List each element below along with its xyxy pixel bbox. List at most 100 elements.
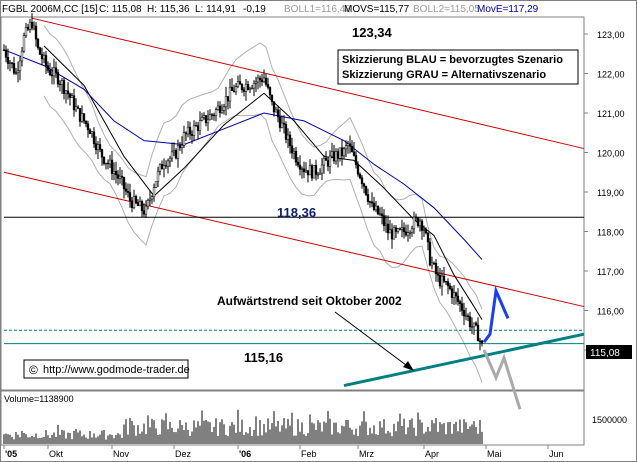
price-bar-body xyxy=(356,164,360,175)
price-bar-body xyxy=(168,157,172,162)
price-bar-body xyxy=(454,292,458,297)
price-bar-body xyxy=(134,196,138,203)
price-bar-body xyxy=(206,119,210,124)
price-bar-body xyxy=(240,84,244,90)
price-bar-body xyxy=(66,90,70,95)
price-bar-body xyxy=(222,106,226,111)
x-tick-label: Feb xyxy=(301,449,317,459)
price-bar-body xyxy=(72,95,76,111)
channel-upper-line xyxy=(31,17,585,150)
price-bar-body xyxy=(380,213,384,216)
price-bar-body xyxy=(130,200,134,208)
price-bar-body xyxy=(38,47,42,55)
price-bar-body xyxy=(144,205,148,215)
price-bar-body xyxy=(62,80,66,94)
price-bar-body xyxy=(428,241,432,266)
price-bar-body xyxy=(50,74,54,77)
price-bar-body xyxy=(406,232,410,236)
price-bar-body xyxy=(138,201,142,207)
price-bar-body xyxy=(32,25,36,29)
price-bar-body xyxy=(378,213,382,215)
volume-panel-frame xyxy=(0,390,585,446)
price-bar-body xyxy=(464,315,468,317)
price-bar-body xyxy=(290,145,294,154)
price-bar-body xyxy=(98,144,102,150)
price-bar-body xyxy=(74,106,78,111)
price-bar-body xyxy=(260,79,264,83)
price-bar-body xyxy=(374,205,378,211)
price-bar-body xyxy=(94,143,98,151)
price-bar-body xyxy=(60,80,64,85)
price-bar-body xyxy=(170,151,174,159)
price-bar-body xyxy=(452,292,456,298)
volume-bars xyxy=(3,409,483,444)
legend-box: Skizzierung BLAU = bevorzugtes Szenario … xyxy=(337,49,579,85)
price-bar-body xyxy=(246,83,250,90)
price-bar-body xyxy=(366,194,370,202)
last-price-value: 115,08 xyxy=(590,348,620,359)
price-bar-body xyxy=(256,77,260,83)
price-bar-body xyxy=(212,114,216,117)
overlay-lines xyxy=(3,17,585,410)
header-close: C: 115,08 xyxy=(99,4,142,15)
price-bar-body xyxy=(432,262,436,265)
price-bar-body xyxy=(190,133,194,136)
header-move: MovE=117,29 xyxy=(477,4,539,15)
price-bar-body xyxy=(308,165,312,176)
price-bar-body xyxy=(346,143,350,146)
price-bar-body xyxy=(234,86,238,93)
price-bar-body xyxy=(114,171,118,176)
y-tick-label: 123,00 xyxy=(597,30,625,40)
price-bar-body xyxy=(408,232,412,234)
price-bar-body xyxy=(54,67,58,73)
price-bar-body xyxy=(4,49,8,58)
header-low: L: 114,91 xyxy=(195,4,236,15)
price-bar-body xyxy=(90,131,94,135)
price-bar-body xyxy=(86,123,90,131)
price-bar-body xyxy=(80,113,84,122)
price-bar-body xyxy=(424,229,428,234)
price-bar-body xyxy=(236,81,240,87)
price-bar-body xyxy=(312,165,316,179)
price-bar-body xyxy=(2,49,6,51)
price-bar-body xyxy=(126,190,130,193)
price-bar-body xyxy=(304,170,308,173)
price-bar-body xyxy=(82,113,86,122)
price-bar-body xyxy=(262,77,266,83)
x-tick-label: Mrz xyxy=(359,449,374,459)
price-bar-body xyxy=(40,54,44,60)
price-bar-body xyxy=(156,171,160,182)
y-tick-label: 116,00 xyxy=(597,307,624,317)
y-tick-label: 121,00 xyxy=(597,109,625,119)
price-bar-body xyxy=(414,216,418,219)
price-bar-body xyxy=(310,165,314,179)
price-bar-body xyxy=(372,202,376,211)
y-tick-label: 117,00 xyxy=(597,267,624,277)
price-bar-body xyxy=(462,310,466,317)
price-bar-body xyxy=(182,132,186,146)
price-bar-body xyxy=(286,134,290,140)
price-bar-body xyxy=(228,86,232,102)
price-bar-body xyxy=(244,83,248,92)
price-bar-body xyxy=(180,145,184,148)
ma-line-move xyxy=(3,49,483,260)
price-bar-body xyxy=(104,162,108,165)
header-boll2: BOLL2=115,05 xyxy=(413,4,480,15)
volume-label: Volume=1138900 xyxy=(4,394,74,404)
price-bar-body xyxy=(476,324,480,342)
price-bar-body xyxy=(24,27,28,36)
price-bar-body xyxy=(274,109,278,113)
price-bar-body xyxy=(456,295,460,302)
price-bar-body xyxy=(108,159,112,165)
price-bar-body xyxy=(320,164,324,174)
price-bar-body xyxy=(264,77,268,85)
price-bar-body xyxy=(176,145,180,159)
price-bar-body xyxy=(330,151,334,157)
price-bar-body xyxy=(460,303,464,311)
copyright-box: © http://www.godmode-trader.de xyxy=(23,359,190,379)
price-bar-body xyxy=(110,159,114,174)
price-bar-body xyxy=(220,110,224,114)
price-bar-body xyxy=(30,22,34,29)
price-bar-body xyxy=(242,89,246,92)
